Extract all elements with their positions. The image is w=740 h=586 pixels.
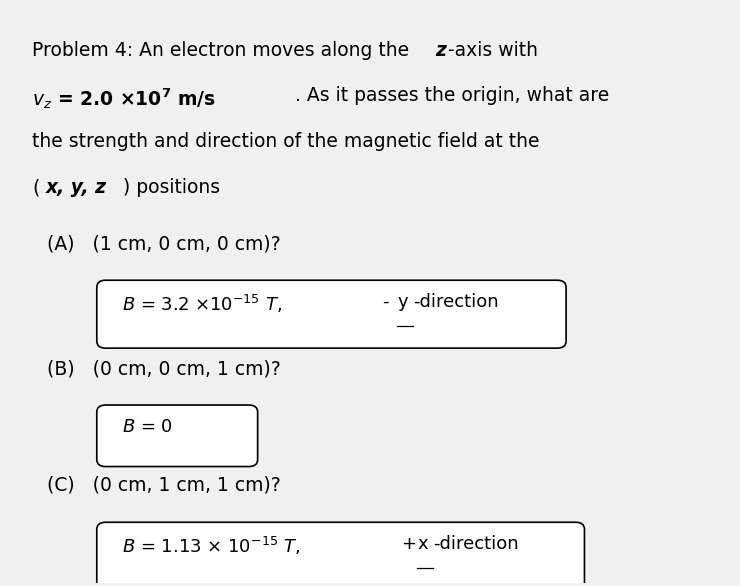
Text: Problem 4: An electron moves along the: Problem 4: An electron moves along the <box>32 40 415 60</box>
Text: -direction: -direction <box>433 535 519 553</box>
Text: $B$ = 1.13 × 10$^{-15}$ $T$,: $B$ = 1.13 × 10$^{-15}$ $T$, <box>122 535 300 557</box>
Text: (A)   (1 cm, 0 cm, 0 cm)?: (A) (1 cm, 0 cm, 0 cm)? <box>47 235 280 254</box>
Text: (B)   (0 cm, 0 cm, 1 cm)?: (B) (0 cm, 0 cm, 1 cm)? <box>47 360 280 379</box>
Text: . As it passes the origin, what are: . As it passes the origin, what are <box>295 86 609 105</box>
Text: -direction: -direction <box>414 293 499 311</box>
Text: +: + <box>401 535 416 553</box>
Text: -: - <box>383 293 389 311</box>
Text: (C)   (0 cm, 1 cm, 1 cm)?: (C) (0 cm, 1 cm, 1 cm)? <box>47 476 280 495</box>
Text: ) positions: ) positions <box>124 178 221 197</box>
Text: $\mathbf{\mathit{v_z}}$ = 2.0 ×10$\mathbf{^7}$ m/s: $\mathbf{\mathit{v_z}}$ = 2.0 ×10$\mathb… <box>32 86 216 111</box>
Text: (: ( <box>32 178 39 197</box>
Text: y: y <box>397 293 408 311</box>
Text: x, y, z: x, y, z <box>45 178 107 197</box>
Text: $B$ = 3.2 ×10$^{-15}$ $T$,: $B$ = 3.2 ×10$^{-15}$ $T$, <box>122 293 282 315</box>
Text: z: z <box>435 40 446 60</box>
Text: the strength and direction of the magnetic field at the: the strength and direction of the magnet… <box>32 132 539 151</box>
FancyBboxPatch shape <box>97 280 566 348</box>
Text: $B$ = 0: $B$ = 0 <box>122 418 172 436</box>
Text: -axis with: -axis with <box>448 40 538 60</box>
Text: x: x <box>417 535 428 553</box>
FancyBboxPatch shape <box>97 522 585 586</box>
FancyBboxPatch shape <box>97 405 258 466</box>
